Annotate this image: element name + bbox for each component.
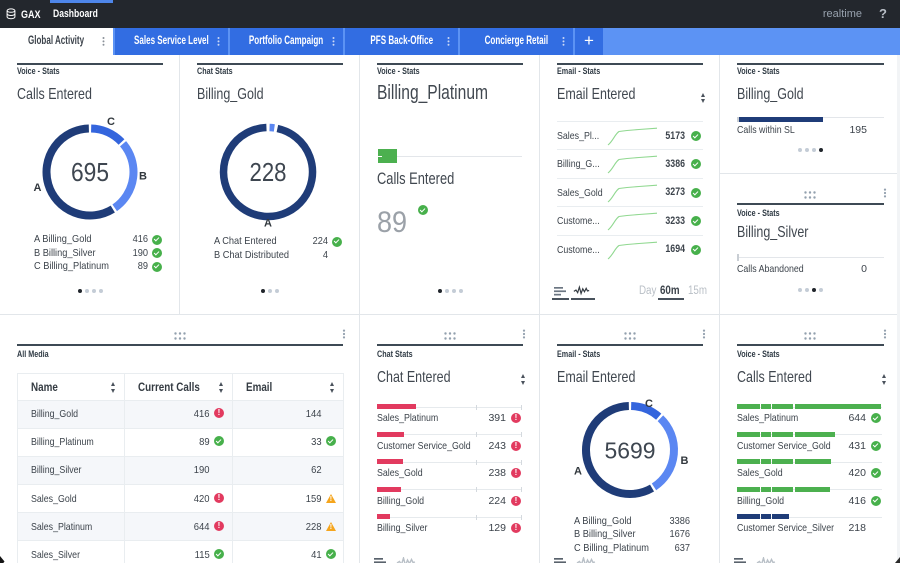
svg-text:C: C [107,116,115,128]
svg-text:B: B [681,455,689,467]
svg-text:C: C [645,398,653,410]
svg-text:695: 695 [71,157,109,187]
svg-text:228: 228 [250,157,287,187]
svg-text:A: A [574,466,582,478]
svg-text:A: A [34,182,42,194]
svg-text:B: B [139,171,147,183]
svg-text:5699: 5699 [605,438,656,464]
svg-text:A: A [264,218,272,230]
